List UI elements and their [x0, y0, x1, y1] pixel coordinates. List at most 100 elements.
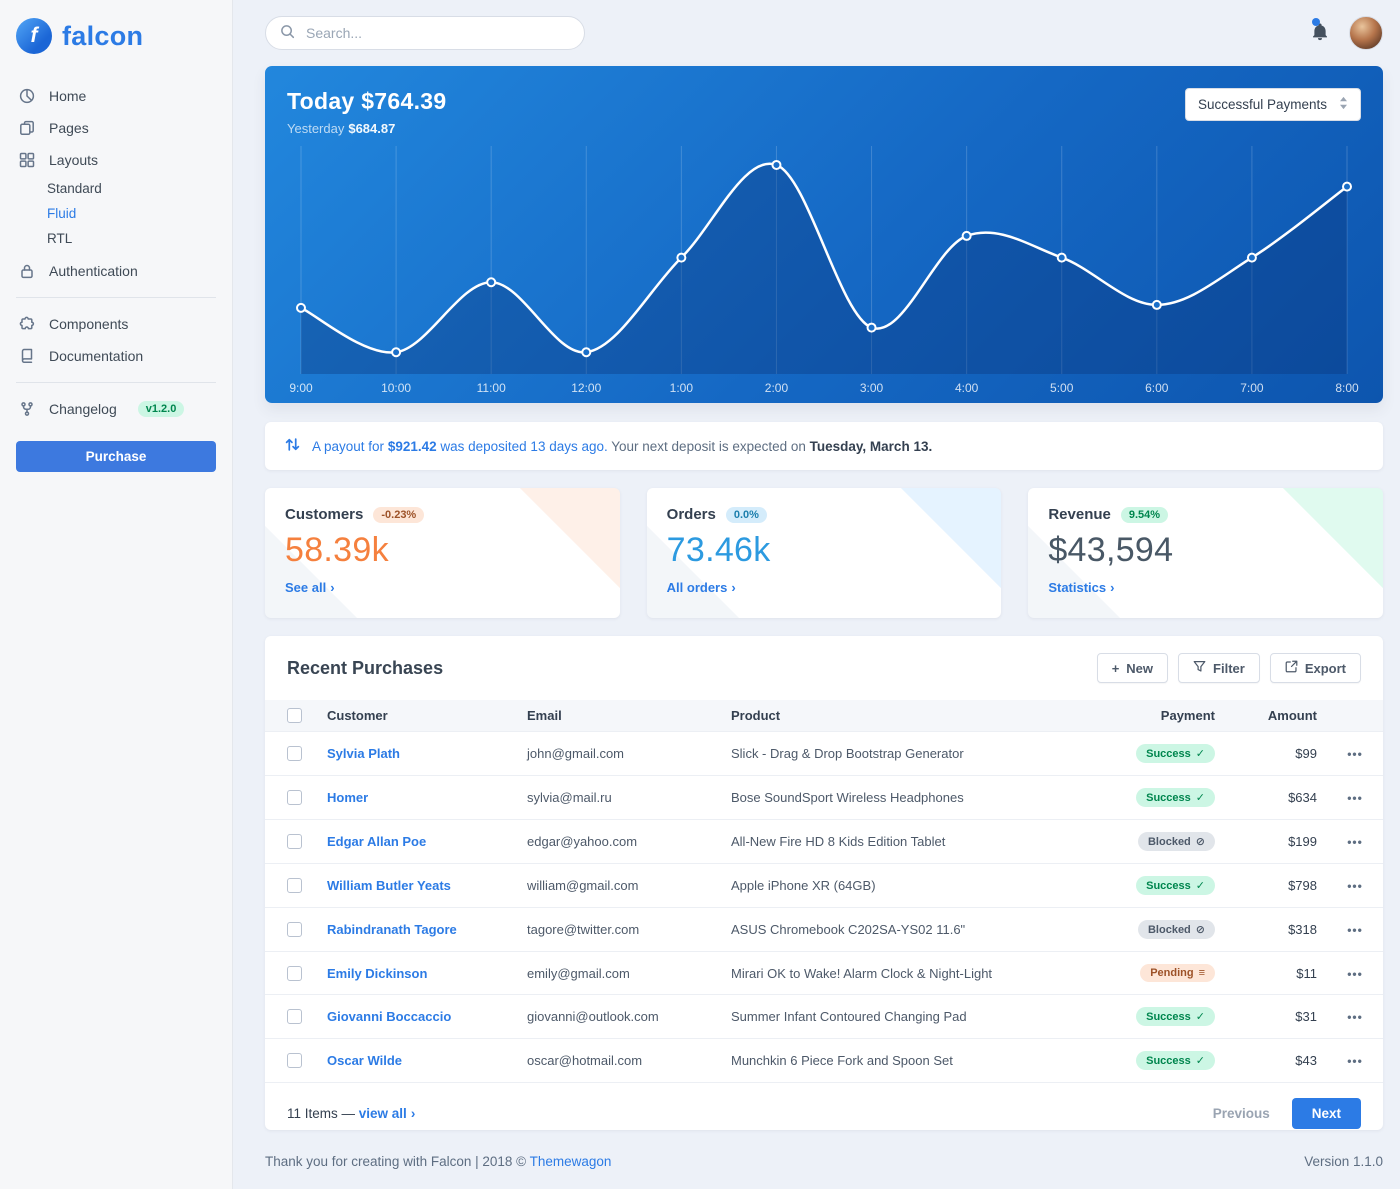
payment-status-badge: Success ✓: [1136, 788, 1215, 808]
sort-carets-icon: [1339, 96, 1348, 113]
recent-purchases-card: Recent Purchases + New Filter Export: [265, 636, 1383, 1131]
table-row: William Butler Yeats william@gmail.com A…: [265, 863, 1383, 908]
sidebar-item-changelog[interactable]: Changelog v1.2.0: [16, 393, 216, 425]
orders-card: Orders 0.0% 73.46k All orders ›: [646, 488, 1002, 619]
row-checkbox[interactable]: [287, 878, 302, 894]
sidebar-item-standard[interactable]: Standard: [47, 181, 102, 196]
payments-line-chart: 9:00 10:00 11:00 12:00 1:00 2:00 3:00 4:00 5:00 6…: [289, 146, 1359, 395]
row-checkbox[interactable]: [287, 834, 302, 850]
customer-link[interactable]: Sylvia Plath: [327, 746, 400, 762]
customer-link[interactable]: Homer: [327, 790, 369, 806]
statistics-link[interactable]: Statistics ›: [1048, 580, 1114, 595]
row-actions-button[interactable]: •••: [1347, 747, 1363, 762]
next-button[interactable]: Next: [1291, 1098, 1361, 1130]
themewagon-link[interactable]: Themewagon: [529, 1154, 612, 1170]
amount-cell: $634: [1231, 775, 1327, 820]
all-orders-link[interactable]: All orders ›: [667, 580, 736, 595]
search-box[interactable]: [265, 16, 585, 51]
customers-value: 58.39k: [285, 531, 389, 570]
export-button[interactable]: Export: [1269, 653, 1361, 684]
sidebar-item-fluid[interactable]: Fluid: [47, 206, 77, 221]
view-all-link[interactable]: view all ›: [359, 1106, 416, 1121]
puzzle-icon: [18, 316, 36, 332]
sidebar-item-rtl[interactable]: RTL: [47, 231, 73, 246]
sidebar-item-pages[interactable]: Pages: [16, 112, 216, 144]
search-input[interactable]: [304, 24, 570, 43]
payout-link[interactable]: A payout for $921.42 was deposited 13 da…: [312, 439, 608, 454]
sidebar-item-components[interactable]: Components: [16, 308, 216, 340]
sidebar-item-authentication[interactable]: Authentication: [16, 255, 216, 287]
row-checkbox[interactable]: [287, 1053, 302, 1069]
payout-amount: $921.42: [387, 438, 437, 454]
purchases-actions: + New Filter Export: [1096, 653, 1361, 684]
see-all-link[interactable]: See all ›: [285, 580, 335, 595]
column-amount: Amount: [1267, 708, 1317, 724]
table-row: Rabindranath Tagore tagore@twitter.com A…: [265, 907, 1383, 952]
notification-dot: [1312, 17, 1320, 26]
row-actions-button[interactable]: •••: [1347, 923, 1363, 938]
row-actions-button[interactable]: •••: [1347, 791, 1363, 806]
orders-trend-badge: 0.0%: [725, 506, 767, 523]
items-count: 11 Items —: [287, 1106, 359, 1122]
row-checkbox[interactable]: [287, 965, 302, 981]
customer-link[interactable]: Edgar Allan Poe: [327, 834, 427, 850]
product-cell: Munchkin 6 Piece Fork and Spoon Set: [721, 1038, 1081, 1083]
chevron-right-icon: ›: [410, 1106, 416, 1122]
previous-button[interactable]: Previous: [1207, 1105, 1276, 1122]
filter-button[interactable]: Filter: [1178, 653, 1260, 684]
row-actions-button[interactable]: •••: [1347, 879, 1363, 894]
sidebar-item-label: Authentication: [49, 263, 138, 279]
row-actions-button[interactable]: •••: [1347, 1010, 1363, 1025]
search-icon: [280, 24, 295, 42]
purchase-button[interactable]: Purchase: [16, 441, 216, 472]
plus-icon: +: [1111, 660, 1120, 676]
table-row: Emily Dickinson emily@gmail.com Mirari O…: [265, 951, 1383, 995]
customer-link[interactable]: William Butler Yeats: [327, 878, 451, 894]
payment-status-badge: Success ✓: [1136, 744, 1215, 764]
row-checkbox[interactable]: [287, 790, 302, 806]
payment-status-label: Blocked: [1147, 835, 1191, 848]
svg-text:7:00: 7:00: [1240, 381, 1264, 395]
amount-cell: $99: [1231, 731, 1327, 776]
select-value: Successful Payments: [1197, 97, 1327, 113]
row-checkbox[interactable]: [287, 1009, 302, 1025]
check-icon: ✓: [1195, 880, 1205, 893]
amount-cell: $43: [1231, 1038, 1327, 1083]
row-actions-button[interactable]: •••: [1347, 1054, 1363, 1069]
row-actions-button[interactable]: •••: [1347, 835, 1363, 850]
row-checkbox[interactable]: [287, 746, 302, 762]
column-actions: [1327, 700, 1383, 732]
table-header-row: Customer Email Product Payment Amount: [265, 700, 1383, 732]
customer-link[interactable]: Giovanni Boccaccio: [327, 1009, 452, 1025]
customer-link[interactable]: Emily Dickinson: [327, 965, 428, 981]
sidebar-item-layouts[interactable]: Layouts: [16, 144, 216, 176]
svg-text:12:00: 12:00: [571, 381, 601, 395]
pagination: Previous Next: [1207, 1098, 1361, 1130]
row-checkbox[interactable]: [287, 922, 302, 938]
customer-link[interactable]: Rabindranath Tagore: [327, 922, 457, 938]
table-row: Sylvia Plath john@gmail.com Slick - Drag…: [265, 731, 1383, 776]
sidebar-item-home[interactable]: Home: [16, 80, 216, 112]
topbar: [265, 0, 1383, 66]
export-icon: [1285, 660, 1298, 676]
row-actions-button[interactable]: •••: [1347, 966, 1363, 981]
column-customer: Customer: [327, 708, 388, 724]
avatar[interactable]: [1349, 16, 1383, 51]
payments-chart-card: Today $764.39 Yesterday $684.87 Successfu…: [265, 66, 1383, 404]
email-cell: giovanni@outlook.com: [517, 994, 721, 1039]
payments-type-select[interactable]: Successful Payments: [1184, 88, 1361, 122]
customer-link[interactable]: Oscar Wilde: [327, 1053, 403, 1069]
code-branch-icon: [18, 401, 36, 417]
sidebar-nav: Home Pages Layouts Standard Fluid RTL: [16, 80, 216, 425]
brand-logo[interactable]: f falcon: [16, 18, 216, 54]
payout-date: Tuesday, March 13.: [809, 438, 933, 454]
new-button[interactable]: + New: [1096, 653, 1169, 684]
payout-middle-text: Your next deposit is expected on: [607, 438, 810, 454]
select-all-checkbox[interactable]: [287, 708, 302, 724]
notifications-button[interactable]: [1311, 17, 1329, 44]
customers-title-row: Customers -0.23%: [285, 506, 600, 523]
topbar-right: [1311, 16, 1383, 51]
sidebar-item-label: Documentation: [49, 348, 144, 364]
sidebar-item-documentation[interactable]: Documentation: [16, 340, 216, 372]
ban-icon: ⊘: [1195, 924, 1205, 937]
